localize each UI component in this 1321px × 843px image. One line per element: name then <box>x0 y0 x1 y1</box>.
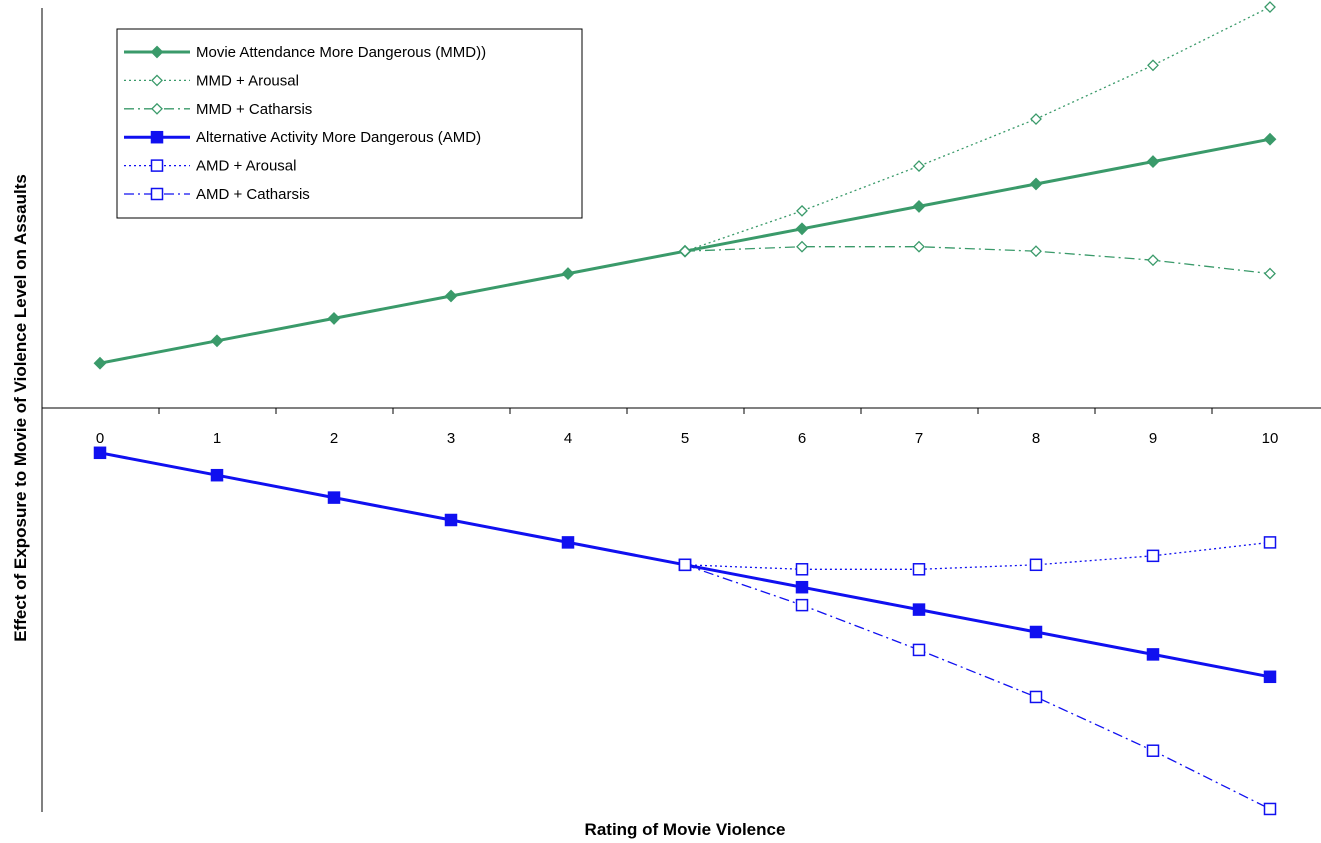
legend-marker-4 <box>150 130 164 144</box>
data-point-s5 <box>1029 558 1043 572</box>
legend-marker-2 <box>151 74 163 87</box>
data-point-s5 <box>1146 549 1160 563</box>
series-line-5 <box>684 541 1271 570</box>
legend-label-2: MMD + Arousal <box>196 72 299 89</box>
data-point-s3 <box>913 240 925 253</box>
data-point-s4 <box>561 536 575 549</box>
data-point-s6 <box>1029 690 1043 704</box>
series-line-2 <box>684 6 1271 252</box>
data-point-s4 <box>93 446 107 460</box>
data-point-s3 <box>796 240 808 253</box>
data-point-s2 <box>913 160 925 172</box>
data-point-s4 <box>1029 625 1043 639</box>
legend-label-1: Movie Attendance More Dangerous (MMD)) <box>196 44 486 61</box>
data-point-s3 <box>679 245 691 258</box>
legend-label-6: AMD + Catharsis <box>196 186 310 203</box>
legend-marker-5 <box>150 159 164 172</box>
series-line-6 <box>684 564 1271 810</box>
y-axis-title: Effect of Exposure to Movie of Violence … <box>11 174 30 642</box>
x-tick-label: 8 <box>1032 430 1040 447</box>
x-tick-label: 10 <box>1262 430 1279 447</box>
legend-marker-3 <box>151 102 163 115</box>
data-point-s2 <box>1147 59 1159 72</box>
data-point-s1 <box>912 199 926 213</box>
x-tick-label: 9 <box>1149 430 1157 447</box>
x-tick-label: 6 <box>798 430 806 447</box>
x-tick-label: 3 <box>447 430 455 447</box>
data-point-s1 <box>210 334 224 348</box>
data-point-s4 <box>444 513 458 527</box>
data-point-s3 <box>1147 254 1159 267</box>
x-tick-label: 5 <box>681 430 689 447</box>
series-line-3 <box>684 246 1271 275</box>
data-point-s1 <box>1029 177 1043 191</box>
data-point-s6 <box>678 558 692 572</box>
data-point-s4 <box>1263 670 1277 684</box>
data-point-s4 <box>912 603 926 616</box>
data-point-s2 <box>796 204 808 217</box>
data-point-s4 <box>327 491 341 504</box>
data-point-s1 <box>1263 132 1277 146</box>
x-axis-title: Rating of Movie Violence <box>585 820 786 839</box>
data-point-s5 <box>912 563 926 576</box>
axes: 0 1 2 3 4 5 6 7 8 9 10 <box>41 8 1321 812</box>
x-tick-label: 1 <box>213 430 221 447</box>
data-point-s5 <box>1263 536 1277 549</box>
data-point-s5 <box>795 563 809 576</box>
data-point-s1 <box>444 289 458 303</box>
x-tick-label: 7 <box>915 430 923 447</box>
legend-label-5: AMD + Arousal <box>196 158 296 175</box>
data-point-s1 <box>561 267 575 281</box>
data-point-s2 <box>1264 1 1276 13</box>
series-markers <box>93 1 1277 816</box>
data-point-s3 <box>1264 267 1276 280</box>
x-tick-label: 4 <box>564 430 572 447</box>
legend-label-4: Alternative Activity More Dangerous (AMD… <box>196 129 481 146</box>
data-point-s2 <box>1030 113 1042 125</box>
data-point-s4 <box>1146 648 1160 661</box>
data-point-s4 <box>795 580 809 594</box>
legend: Movie Attendance More Dangerous (MMD)) MM… <box>116 28 583 219</box>
data-point-s3 <box>1030 245 1042 258</box>
legend-marker-6 <box>150 187 164 201</box>
legend-marker-1 <box>150 45 164 59</box>
data-point-s1 <box>795 222 809 236</box>
data-point-s1 <box>327 311 341 325</box>
legend-label-3: MMD + Catharsis <box>196 101 312 118</box>
x-tick-label: 0 <box>96 430 104 447</box>
data-point-s1 <box>93 356 107 370</box>
data-point-s4 <box>210 468 224 482</box>
data-point-s6 <box>912 643 926 657</box>
data-point-s1 <box>1146 155 1160 169</box>
legend-box <box>116 28 583 219</box>
data-point-s6 <box>1263 802 1277 816</box>
data-point-s6 <box>795 598 809 612</box>
x-tick-label: 2 <box>330 430 338 447</box>
data-point-s6 <box>1146 744 1160 757</box>
